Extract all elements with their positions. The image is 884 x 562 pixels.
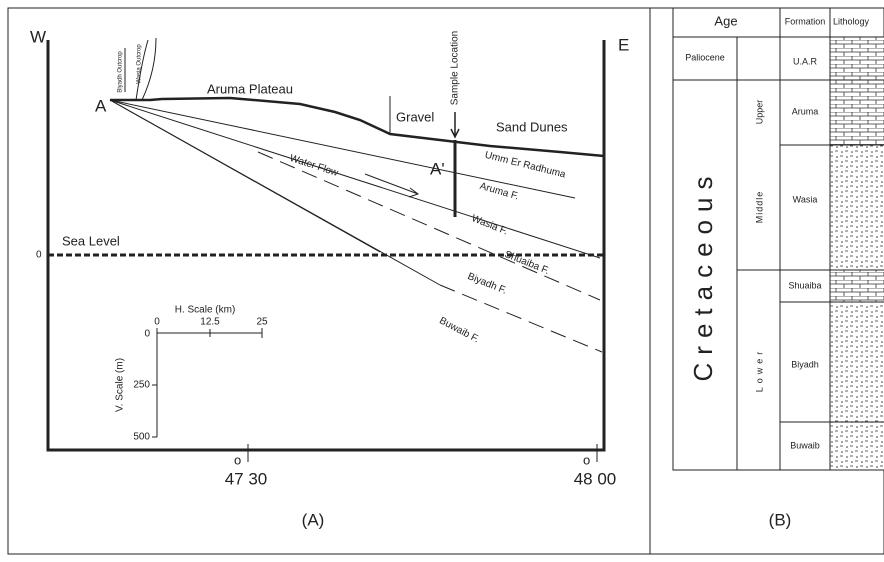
era: Cretaceous [688,169,718,382]
formation: Wasia [793,194,818,204]
flow-arrow [365,174,418,197]
formation: Biyadh [791,359,819,369]
panel-label: (A) [302,510,325,529]
formation: Aruma [792,106,819,116]
sea-level-zero: 0 [36,250,42,261]
v-scale-tick: 500 [133,432,150,443]
biyadh-label: Biyadh F. [466,271,508,297]
point-a: A [95,96,107,115]
stratigraphic-table: Age Formation Lithology Paliocene Cretac… [673,8,884,529]
v-scale-tick: 0 [144,329,150,340]
gravel-label: Gravel [396,109,434,124]
longitude: 48 00 [574,469,617,488]
sample-label: Sample Location [450,31,461,106]
aruma-label: Aruma F. [478,181,519,203]
plateau-label: Aruma Plateau [207,81,293,96]
sub-age: Upper [754,100,764,125]
figure: W E Biyadh Outcrop Wasia Outcrop A Aruma… [0,0,884,562]
formation: U.A.R [793,56,818,66]
water-flow: Water Flow [288,153,340,179]
lithology-sand [830,145,884,270]
longitude-ticks [248,444,597,462]
sub-age: Middle [754,191,764,224]
degree: o [583,452,590,467]
header-age: Age [714,13,737,28]
degree: o [234,452,241,467]
wasia-outcrop: Wasia Outcrop [137,44,143,84]
west: W [30,27,46,46]
sub-age: Lower [754,348,764,393]
biyadh-outcrop: Biyadh Outcrop [118,51,124,93]
shuaiba-label: Shuaiba F. [503,249,551,277]
frame [8,8,884,554]
umm-label: Umm Er Radhuma [484,150,567,181]
dunes-label: Sand Dunes [496,119,568,134]
sea-level-label: Sea Level [62,233,120,248]
formation: Buwaib [790,440,820,450]
sample-arrow [451,112,459,137]
header-lithology: Lithology [833,16,870,26]
page: {"panel_a": { "label": "(A)", "west": "W… [0,0,884,562]
lithology-sand [830,302,884,470]
v-scale-title: V. Scale (m) [115,358,126,412]
h-scale-bar [157,328,262,338]
paliocene: Paliocene [685,52,725,62]
east: E [618,35,629,54]
longitude: 47 30 [225,469,268,488]
v-scale-bar [152,333,157,437]
h-scale-tick: 25 [256,317,268,328]
header-formation: Formation [785,16,826,26]
formation: Shuaiba [788,280,821,290]
h-scale-title: H. Scale (km) [175,305,236,316]
wasia-label: Wasia F. [470,213,509,237]
buwaib-label: Buwaib F. [437,315,480,345]
h-scale-tick: 0 [154,317,160,328]
section-box [48,40,604,450]
v-scale-tick: 250 [133,380,150,391]
cross-section: W E Biyadh Outcrop Wasia Outcrop A Aruma… [30,27,629,529]
panel-label: (B) [769,510,792,529]
h-scale-tick: 12.5 [200,317,220,328]
